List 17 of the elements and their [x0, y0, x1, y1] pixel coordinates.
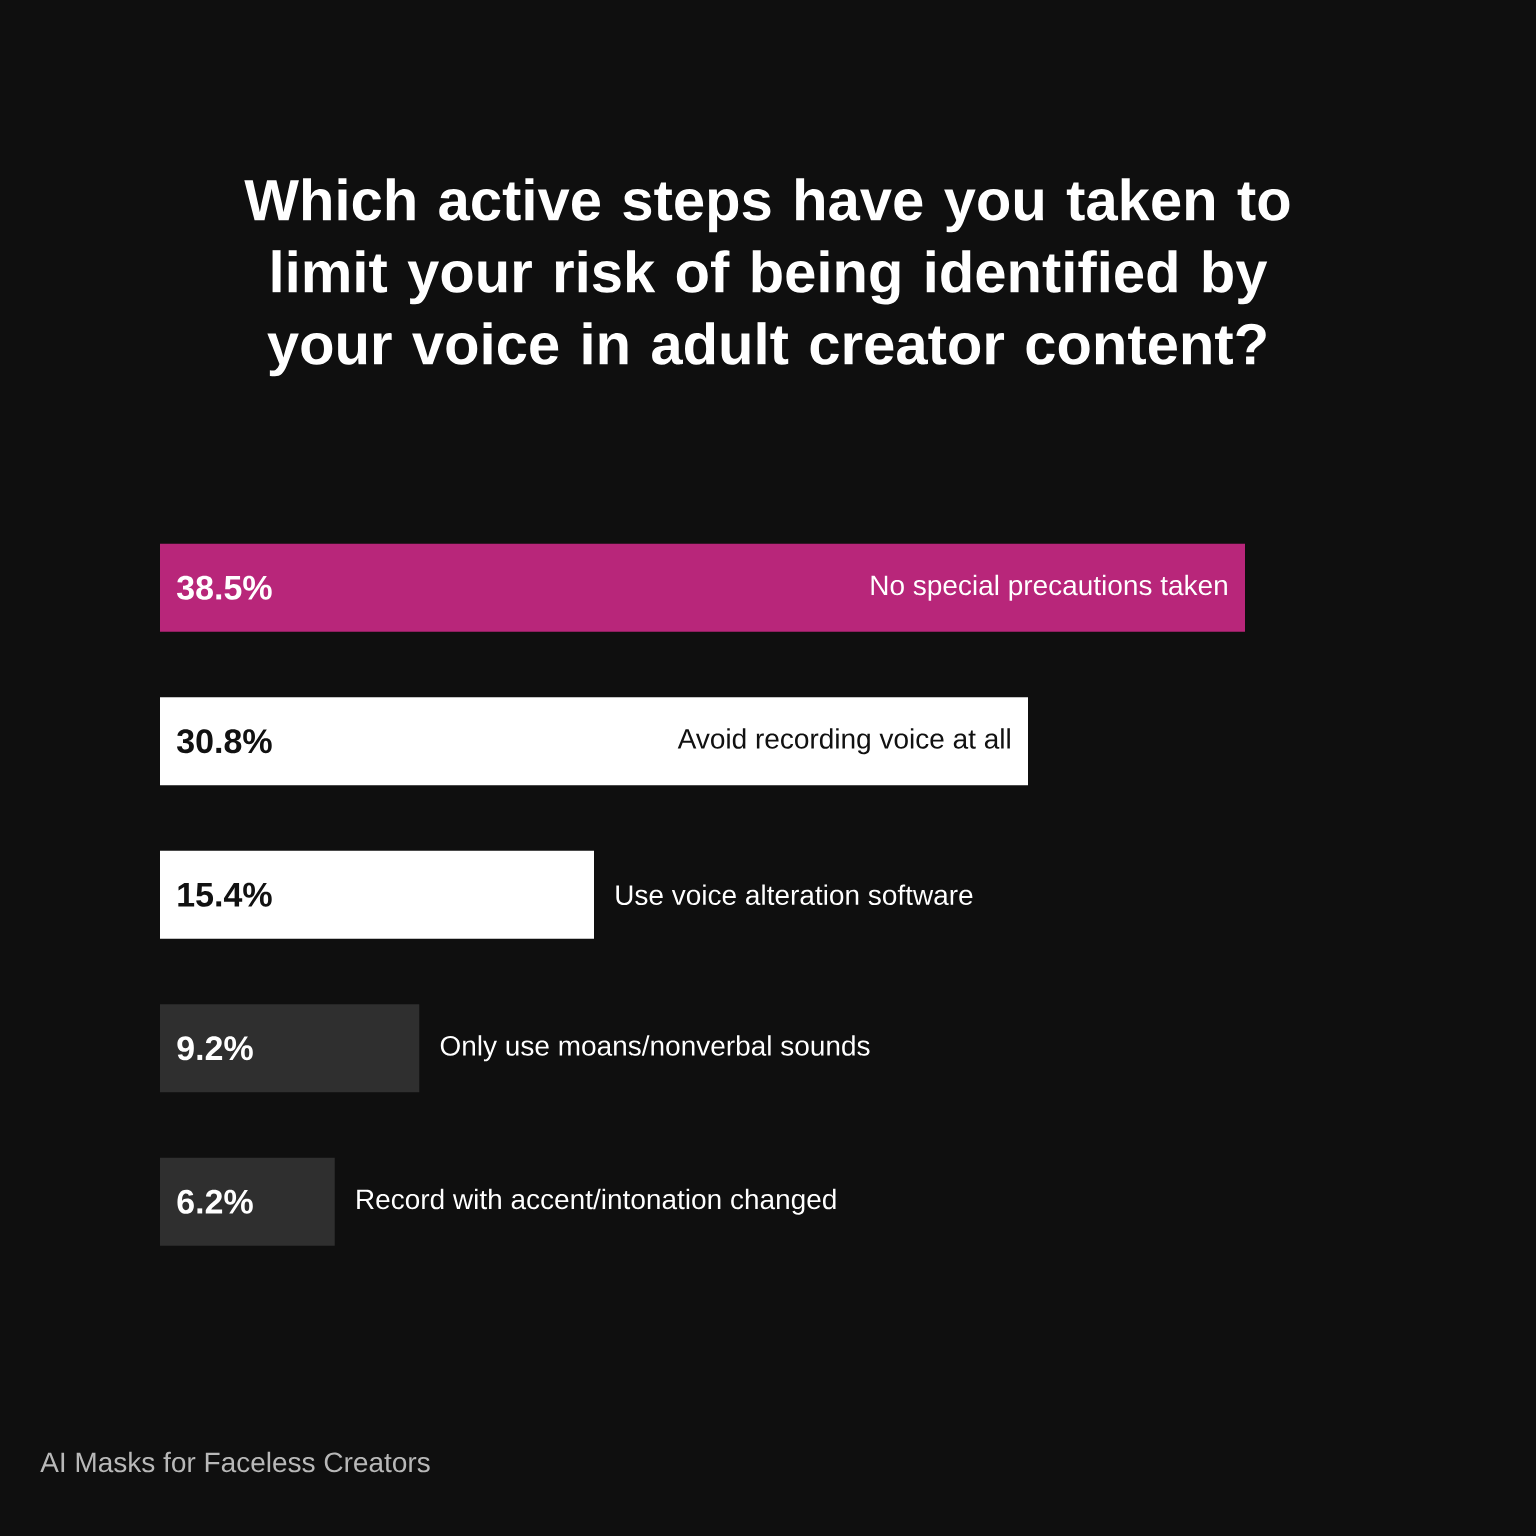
- data-label: 15.4%: [178, 882, 272, 907]
- y-tick-label: No special precautions taken: [871, 574, 1227, 601]
- text: AI Masks for Faceless Creators: [40, 1451, 430, 1473]
- data-label: 9.2%: [177, 1036, 253, 1061]
- bar: [160, 697, 1028, 786]
- y-tick-label: Use voice alteration software: [616, 884, 973, 906]
- y-tick-label: Avoid recording voice at all: [677, 728, 1010, 755]
- bar: [160, 1004, 420, 1093]
- chart-title: Which active steps have you taken to limit your risk of being identified by your voice in adult creator content?: [244, 178, 1290, 377]
- data-label: 38.5%: [176, 575, 272, 600]
- data-label: 30.8%: [176, 729, 272, 754]
- y-tick-label: Record with accent/intonation changed: [357, 1188, 836, 1215]
- bar: [160, 543, 1245, 632]
- y-tick-label: Only use moans/nonverbal sounds: [440, 1035, 870, 1062]
- data-label: 6.2%: [177, 1189, 253, 1214]
- bar: [160, 850, 594, 939]
- bar: [160, 1157, 335, 1246]
